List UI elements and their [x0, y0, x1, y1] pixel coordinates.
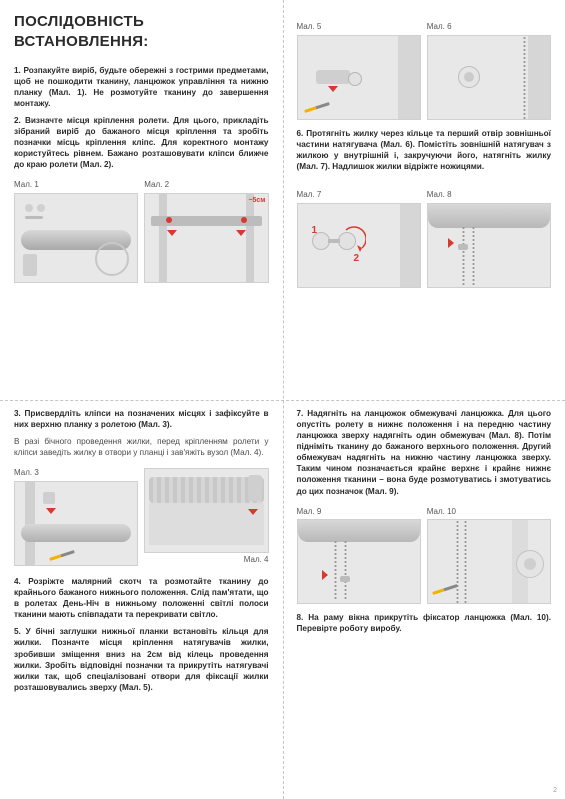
figure-3-illustration — [14, 481, 138, 566]
figure-9: Мал. 9 — [297, 507, 421, 605]
figure-7: Мал. 7 1 2 — [297, 190, 421, 288]
figure-7-illustration: 1 2 — [297, 203, 421, 288]
annot-5cm: ~5см — [248, 196, 265, 205]
figure-5: Мал. 5 — [297, 22, 421, 120]
figure-3-label: Мал. 3 — [14, 468, 138, 479]
figure-row-7-8: Мал. 7 1 2 Мал. 8 — [297, 190, 552, 288]
step-3: 3. Присвердліть кліпси на позначених міс… — [14, 408, 269, 430]
figure-8: Мал. 8 — [427, 190, 551, 288]
figure-4-illustration — [144, 468, 268, 553]
figure-8-illustration — [427, 203, 551, 288]
figure-5-illustration — [297, 35, 421, 120]
step-7: 7. Надягніть на ланцюжок обмежувачі ланц… — [297, 408, 552, 497]
figure-row-1-2: Мал. 1 Мал. 2 — [14, 180, 269, 283]
figure-6: Мал. 6 — [427, 22, 551, 120]
page-number: 2 — [553, 786, 557, 795]
figure-1: Мал. 1 — [14, 180, 138, 283]
figure-2-label: Мал. 2 — [144, 180, 268, 191]
figure-9-label: Мал. 9 — [297, 507, 421, 518]
section-top-right: Мал. 5 Мал. 6 6. Протягніт — [283, 0, 565, 396]
annot-1: 1 — [312, 224, 318, 238]
figure-10-label: Мал. 10 — [427, 507, 551, 518]
figure-2: Мал. 2 ~5см — [144, 180, 268, 283]
figure-4-label: Мал. 4 — [144, 555, 268, 566]
figure-6-illustration — [427, 35, 551, 120]
step-2: 2. Визначте місця кріплення ролети. Для … — [14, 115, 269, 170]
step-5: 5. У бічні заглушки нижньої планки встан… — [14, 626, 269, 692]
section-top-left: ПОСЛІДОВНІСТЬ ВСТАНОВЛЕННЯ: 1. Розпакуйт… — [0, 0, 283, 396]
figure-4: Мал. 4 — [144, 468, 268, 568]
figure-7-label: Мал. 7 — [297, 190, 421, 201]
figure-1-label: Мал. 1 — [14, 180, 138, 191]
figure-2-illustration: ~5см — [144, 193, 268, 283]
figure-10-illustration — [427, 519, 551, 604]
page: ПОСЛІДОВНІСТЬ ВСТАНОВЛЕННЯ: 1. Розпакуйт… — [0, 0, 565, 799]
step-8: 8. На раму вікна прикрутіть фіксатор лан… — [297, 612, 552, 634]
figure-1-illustration — [14, 193, 138, 283]
figure-row-5-6: Мал. 5 Мал. 6 — [297, 22, 552, 120]
step-4: 4. Розріжте малярний скотч та розмотайте… — [14, 576, 269, 620]
section-bottom-left: 3. Присвердліть кліпси на позначених міс… — [0, 396, 283, 799]
section-bottom-right: 7. Надягніть на ланцюжок обмежувачі ланц… — [283, 396, 565, 799]
figure-8-label: Мал. 8 — [427, 190, 551, 201]
figure-5-label: Мал. 5 — [297, 22, 421, 33]
figure-3: Мал. 3 — [14, 468, 138, 568]
figure-row-9-10: Мал. 9 Мал. 10 — [297, 507, 552, 605]
page-title: ПОСЛІДОВНІСТЬ ВСТАНОВЛЕННЯ: — [14, 12, 269, 53]
figure-10: Мал. 10 — [427, 507, 551, 605]
figure-6-label: Мал. 6 — [427, 22, 551, 33]
step-3b: В разі бічного проведення жилки, перед к… — [14, 436, 269, 458]
figure-9-illustration — [297, 519, 421, 604]
step-1: 1. Розпакуйте виріб, будьте обережні з г… — [14, 65, 269, 109]
figure-row-3-4: Мал. 3 Мал. 4 — [14, 468, 269, 568]
step-6: 6. Протягніть жилку через кільце та перш… — [297, 128, 552, 172]
